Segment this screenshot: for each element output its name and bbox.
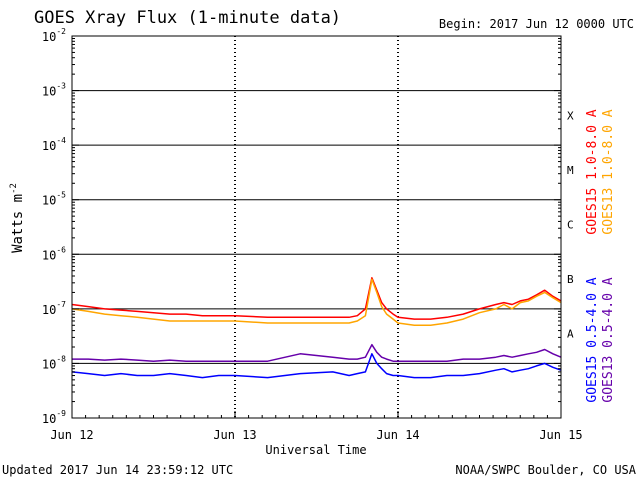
y-tick-label-5: 10-7 — [42, 300, 66, 317]
legend: GOES15 1.0-8.0 A GOES13 1.0-8.0 A GOES15 0… — [585, 109, 616, 402]
y-tick-label-0: 10-2 — [42, 27, 66, 44]
footer-credit: NOAA/SWPC Boulder, CO USA — [455, 463, 636, 477]
y-tick-label-7: 10-9 — [42, 409, 66, 426]
y-tick-label-2: 10-4 — [42, 136, 66, 153]
y-tick-label-6: 10-8 — [42, 354, 66, 371]
x-tick-label-0: Jun 12 — [50, 428, 93, 442]
series-line-1 — [71, 278, 562, 327]
begin-label: Begin: 2017 Jun 12 0000 UTC — [439, 17, 634, 31]
flare-class-labels: X M C B A — [567, 109, 574, 340]
legend-entry-2: GOES15 0.5-4.0 A — [585, 277, 600, 402]
flare-class-c: C — [567, 219, 574, 232]
legend-entry-1: GOES13 1.0-8.0 A — [601, 109, 616, 234]
x-tick-label-2: Jun 14 — [376, 428, 419, 442]
flare-class-b: B — [567, 273, 574, 286]
series-line-2 — [71, 353, 562, 379]
y-axis-ticks: 10-2 10-3 10-4 10-5 10-6 10-7 10-8 10-9 — [42, 27, 561, 426]
y-tick-label-3: 10-5 — [42, 191, 66, 208]
y-tick-label-4: 10-6 — [42, 245, 66, 262]
y-axis-label: Watts m-2 — [9, 183, 26, 253]
flare-class-x: X — [567, 109, 574, 122]
footer-updated: Updated 2017 Jun 14 23:59:12 UTC — [2, 463, 233, 477]
legend-entry-0: GOES15 1.0-8.0 A — [585, 109, 600, 234]
flare-class-a: A — [567, 328, 574, 341]
x-axis-ticks: Jun 12 Jun 13 Jun 14 Jun 15 — [50, 411, 583, 442]
series-line-0 — [71, 277, 562, 320]
gridlines — [72, 90, 561, 364]
y-tick-label-1: 10-3 — [42, 82, 66, 99]
flare-class-m: M — [567, 164, 574, 177]
series-lines — [71, 277, 562, 379]
x-axis-label: Universal Time — [265, 443, 366, 457]
chart-title: GOES Xray Flux (1-minute data) — [34, 8, 341, 28]
x-tick-label-3: Jun 15 — [539, 428, 582, 442]
legend-entry-3: GOES13 0.5-4.0 A — [601, 277, 616, 402]
x-tick-label-1: Jun 13 — [213, 428, 256, 442]
series-line-3 — [72, 343, 562, 362]
